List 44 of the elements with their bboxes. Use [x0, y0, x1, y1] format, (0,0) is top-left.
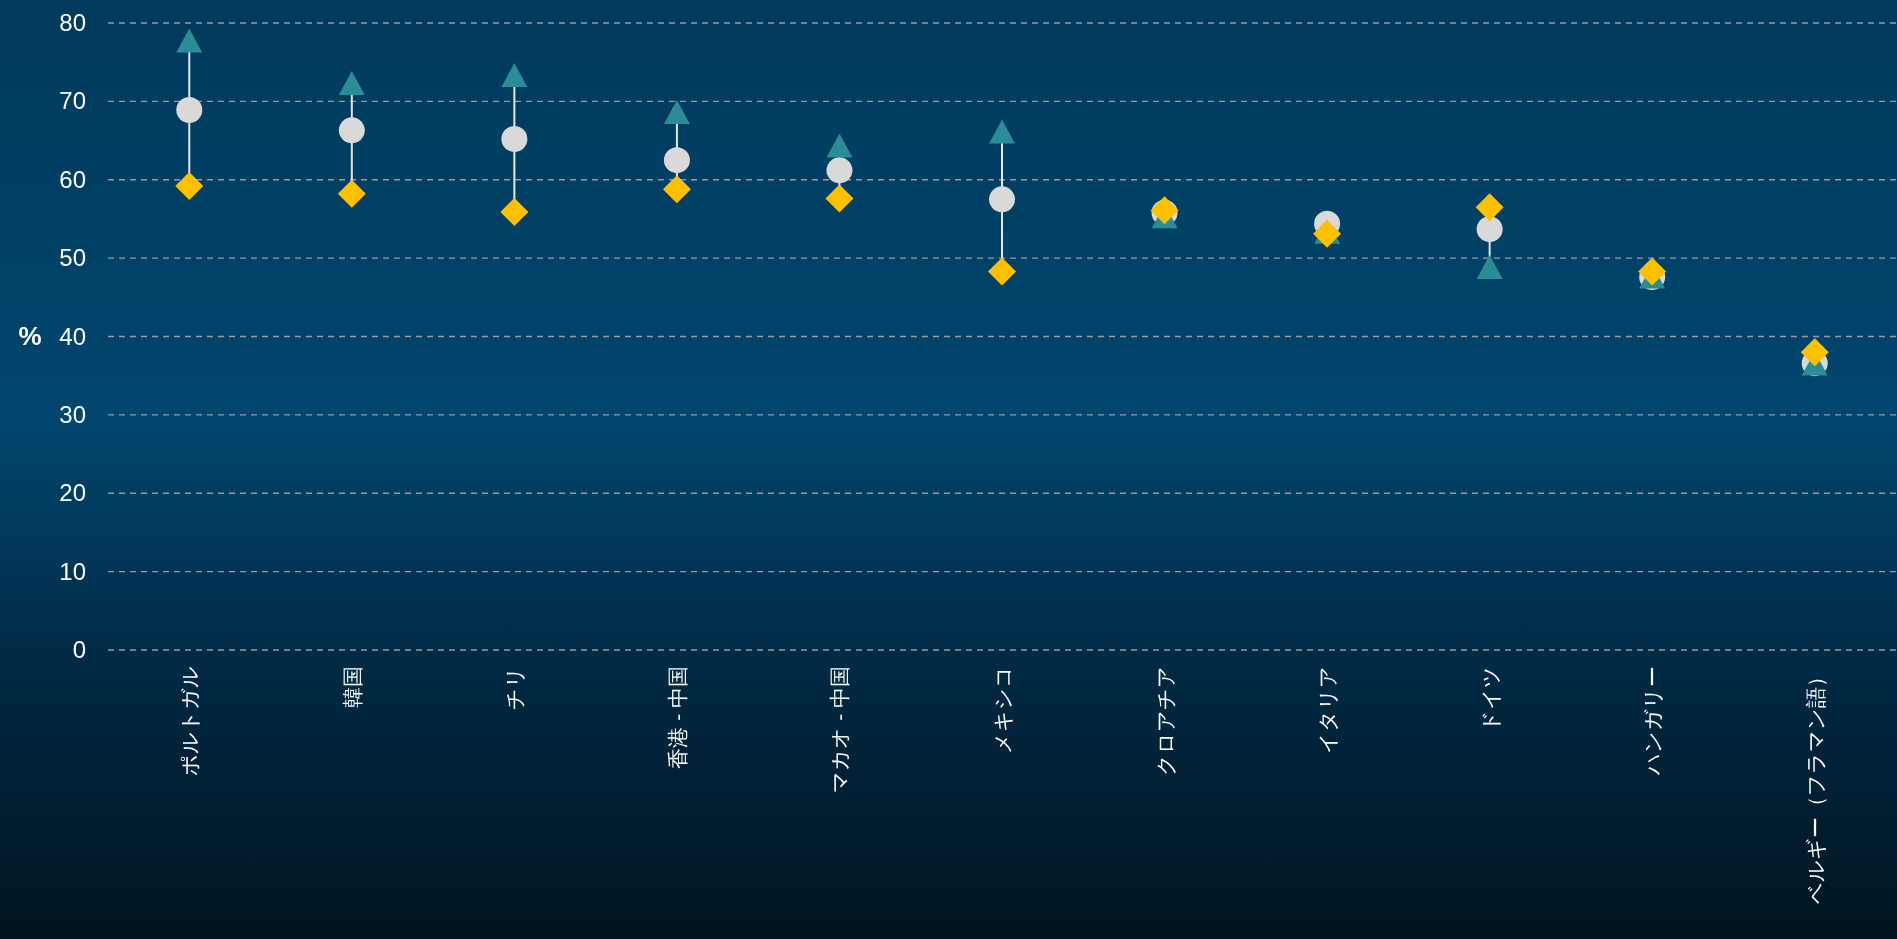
point [338, 117, 365, 144]
y-tick-label: 40 [59, 322, 86, 350]
y-tick-label: 0 [72, 636, 86, 663]
point [826, 133, 853, 158]
x-tick-label: ハンガリー [1641, 666, 1665, 776]
y-tick-label: 80 [59, 9, 86, 36]
x-tick-label: メキシコ [991, 666, 1014, 754]
point [175, 172, 204, 201]
y-tick-label: 50 [59, 244, 86, 272]
point [1476, 255, 1503, 280]
y-tick-label: 30 [59, 400, 86, 428]
point [176, 97, 203, 123]
point [1800, 338, 1829, 367]
y-axis-title: % [18, 320, 42, 351]
y-tick-label: 70 [59, 87, 86, 115]
point [826, 157, 853, 184]
point [989, 186, 1015, 213]
point [501, 63, 528, 88]
x-tick-label: ベルギー（フラマン語） [1803, 666, 1827, 904]
point [176, 28, 203, 53]
x-tick-label: クロアチア [1153, 666, 1177, 776]
point [663, 99, 690, 124]
y-tick-label: 60 [59, 165, 86, 193]
x-tick-label: 韓国 [340, 666, 364, 708]
x-tick-label: チリ [503, 666, 527, 710]
point [988, 257, 1016, 286]
point [663, 147, 690, 174]
point [337, 179, 366, 208]
point [1475, 193, 1504, 222]
point [1638, 257, 1667, 286]
x-tick-label: ドイツ [1478, 666, 1502, 732]
point [501, 126, 528, 152]
point [1476, 216, 1503, 243]
y-tick-label: 20 [59, 479, 86, 507]
x-tick-label: ポルトガル [178, 666, 202, 776]
point [989, 119, 1015, 144]
x-tick-label: イタリア [1316, 666, 1340, 754]
point [662, 175, 691, 204]
y-tick-label: 10 [59, 557, 86, 585]
point [825, 184, 854, 213]
x-tick-label: マカオ - 中国 [828, 666, 852, 793]
x-tick-label: 香港 - 中国 [665, 666, 689, 769]
point [338, 70, 365, 95]
point [500, 197, 529, 226]
